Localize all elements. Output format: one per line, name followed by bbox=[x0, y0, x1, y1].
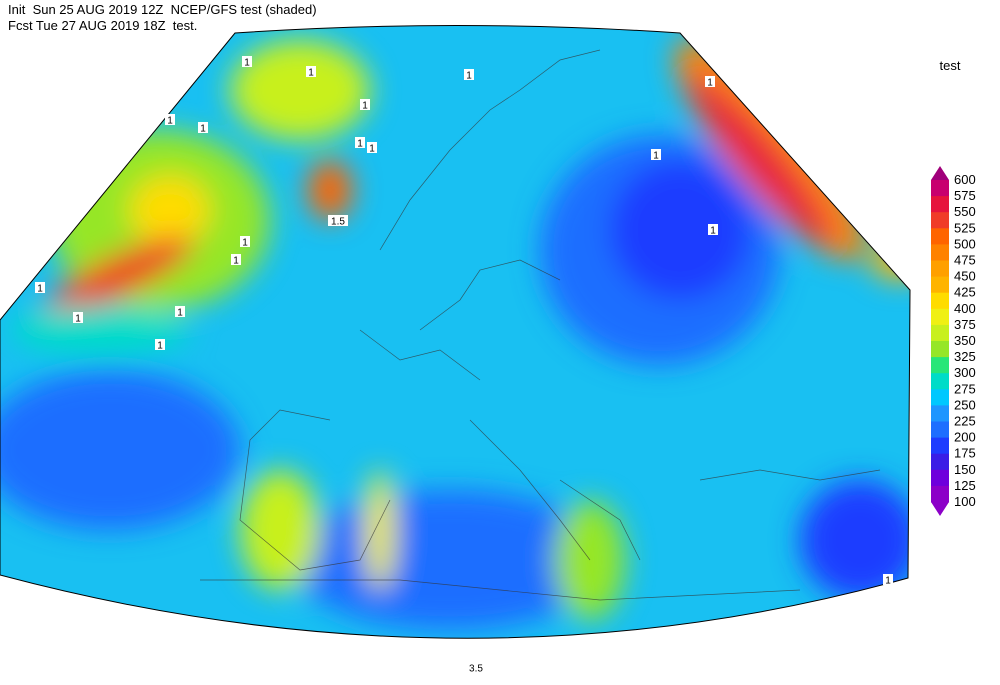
contour-label: 1 bbox=[177, 308, 183, 319]
contour-label-bg bbox=[155, 339, 165, 350]
domain-border bbox=[0, 25, 911, 639]
colorbar-label: 200 bbox=[954, 430, 976, 445]
colorbar-label: 100 bbox=[954, 494, 976, 509]
contour-label-bg bbox=[240, 236, 250, 247]
colorbar: 6005755505255004754504254003753503253002… bbox=[931, 166, 976, 516]
header-line-1: Init Sun 25 AUG 2019 12Z NCEP/GFS test (… bbox=[8, 2, 317, 17]
colorbar-box bbox=[931, 357, 949, 374]
contour-label-bg bbox=[165, 114, 175, 125]
contour-label: 1 bbox=[466, 71, 472, 82]
colorbar-box bbox=[931, 421, 949, 439]
colorbar-label: 350 bbox=[954, 333, 976, 348]
colorbar-box bbox=[931, 453, 949, 471]
contour-label: 1.5 bbox=[331, 217, 345, 228]
colorbar-box bbox=[931, 308, 949, 326]
colorbar-label: 425 bbox=[954, 285, 976, 300]
colorbar-label: 300 bbox=[954, 365, 976, 380]
contour-label-bg bbox=[198, 122, 208, 133]
header-line-2: Fcst Tue 27 AUG 2019 18Z test. bbox=[8, 18, 197, 33]
contour-label-bg bbox=[73, 312, 83, 323]
contour-label: 1 bbox=[369, 144, 375, 155]
colorbar-box bbox=[931, 389, 949, 406]
contour-label-bg bbox=[175, 306, 185, 317]
colorbar-label: 150 bbox=[954, 462, 976, 477]
colorbar-label: 325 bbox=[954, 349, 976, 364]
contour-label-bg bbox=[231, 254, 241, 265]
contour-label-bg bbox=[242, 56, 252, 67]
colorbar-label: 600 bbox=[954, 172, 976, 187]
coastlines bbox=[200, 49, 881, 601]
legend-title: test bbox=[940, 58, 961, 73]
contour-label: 1 bbox=[710, 226, 716, 237]
colorbar-label: 575 bbox=[954, 188, 976, 203]
contour-label: 1 bbox=[362, 101, 368, 112]
contour-label-bg bbox=[708, 224, 718, 235]
colorbar-label: 375 bbox=[954, 317, 976, 332]
contour-label: 1 bbox=[75, 314, 81, 325]
colorbar-label: 125 bbox=[954, 478, 976, 493]
colorbar-box bbox=[931, 373, 949, 390]
contour-label: 1 bbox=[200, 124, 206, 135]
contour-label: 1 bbox=[244, 58, 250, 69]
contour-label: 1 bbox=[707, 78, 713, 89]
contour-label-bg bbox=[306, 66, 316, 77]
colorbar-label: 550 bbox=[954, 204, 976, 219]
contour-label-bg bbox=[466, 662, 486, 673]
contour-label: 1 bbox=[653, 151, 659, 162]
contour-label-bg bbox=[883, 574, 893, 585]
colorbar-arrow bbox=[931, 502, 949, 516]
colorbar-label: 275 bbox=[954, 381, 976, 396]
colorbar-box bbox=[931, 244, 949, 261]
contour-label: 1 bbox=[885, 576, 891, 587]
contour-label-bg bbox=[355, 137, 365, 148]
colorbar-label: 400 bbox=[954, 301, 976, 316]
colorbar-box bbox=[931, 341, 949, 358]
contour-label: 1 bbox=[242, 238, 248, 249]
contour-label: 1 bbox=[157, 341, 163, 352]
contour-label-bg bbox=[328, 215, 348, 226]
colorbar-label: 250 bbox=[954, 397, 976, 412]
contour-label: 1 bbox=[308, 68, 314, 79]
contour-label-bg bbox=[35, 282, 45, 293]
colorbar-label: 225 bbox=[954, 414, 976, 429]
colorbar-box bbox=[931, 180, 949, 197]
colorbar-label: 500 bbox=[954, 236, 976, 251]
colorbar-label: 450 bbox=[954, 269, 976, 284]
colorbar-box bbox=[931, 324, 949, 342]
contour-label: 1 bbox=[37, 284, 43, 295]
colorbar-label: 175 bbox=[954, 446, 976, 461]
colorbar-box bbox=[931, 485, 949, 503]
contour-label-bg bbox=[367, 142, 377, 153]
contour-label: 1 bbox=[357, 139, 363, 150]
colorbar-box bbox=[931, 405, 949, 422]
colorbar-arrow bbox=[931, 166, 949, 180]
colorbar-label: 525 bbox=[954, 220, 976, 235]
colorbar-box bbox=[931, 292, 949, 310]
colorbar-box bbox=[931, 212, 949, 229]
contour-label: 3.5 bbox=[469, 664, 483, 675]
colorbar-box bbox=[931, 469, 949, 487]
colorbar-box bbox=[931, 437, 949, 455]
contour-label-bg bbox=[464, 69, 474, 80]
colorbar-box bbox=[931, 196, 949, 213]
contour-label-bg bbox=[360, 99, 370, 110]
colorbar-box bbox=[931, 228, 949, 245]
colorbar-box bbox=[931, 276, 949, 294]
contour-label-bg bbox=[705, 76, 715, 87]
contour-label-bg bbox=[651, 149, 661, 160]
contour-label: 1 bbox=[167, 116, 173, 127]
contour-label: 1 bbox=[233, 256, 239, 267]
colorbar-box bbox=[931, 260, 949, 278]
colorbar-label: 475 bbox=[954, 253, 976, 268]
